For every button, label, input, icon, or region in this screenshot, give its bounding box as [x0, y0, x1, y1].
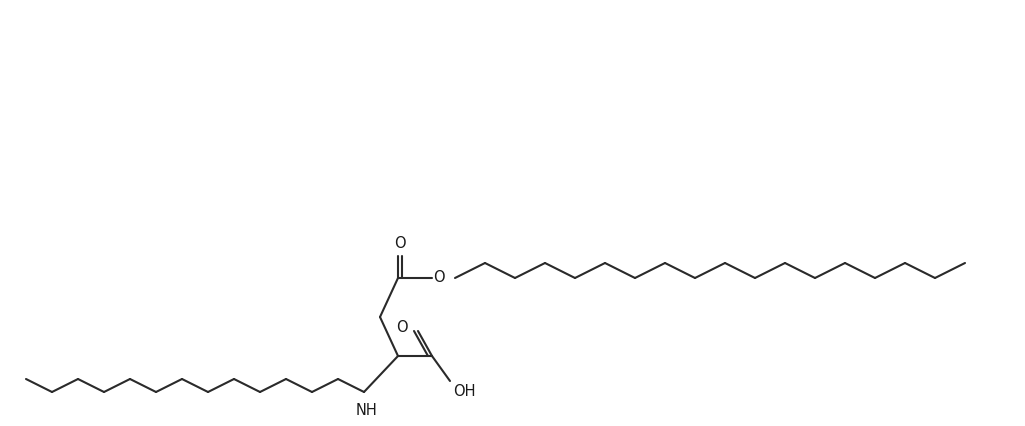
Text: OH: OH	[453, 383, 476, 398]
Text: O: O	[395, 236, 406, 250]
Text: O: O	[433, 270, 445, 285]
Text: NH: NH	[355, 402, 377, 417]
Text: O: O	[397, 320, 408, 335]
